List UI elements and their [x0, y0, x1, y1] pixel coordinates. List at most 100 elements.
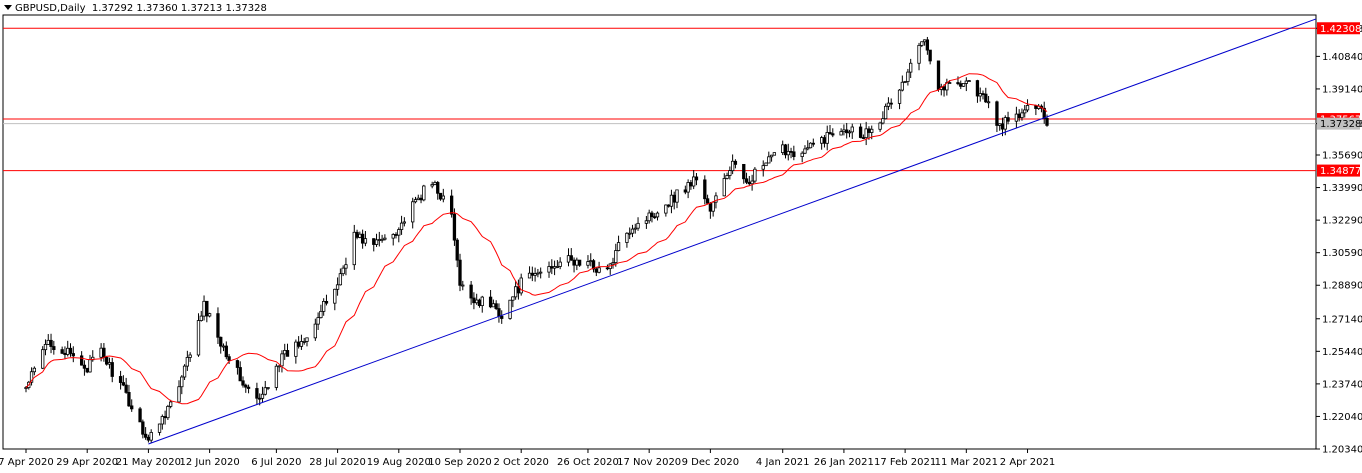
candle-body: [708, 202, 713, 212]
candle-body: [811, 142, 815, 145]
candle-body: [722, 178, 726, 197]
candle-body: [477, 299, 482, 307]
y-tick-label: 1.35690: [1322, 151, 1362, 162]
candle-body: [591, 260, 596, 270]
candle-body: [850, 126, 854, 133]
candle-body: [344, 264, 348, 269]
candle-body: [666, 204, 671, 207]
candle-body: [263, 387, 267, 395]
candles: [24, 36, 1049, 443]
candle-body: [831, 133, 835, 136]
x-tick-label: 4 Jan 2021: [756, 457, 810, 468]
candle-body: [928, 49, 932, 62]
plot-area[interactable]: [2, 14, 1317, 450]
candle-body: [800, 152, 804, 157]
candle-body: [149, 432, 153, 441]
candle-body: [705, 198, 710, 204]
candle-body: [372, 238, 376, 245]
candle-body: [335, 284, 340, 290]
candle-body: [711, 201, 715, 212]
candle-body: [227, 356, 231, 361]
candle-body: [897, 89, 902, 104]
candle-body: [333, 288, 337, 304]
candle-body: [79, 355, 84, 366]
candle-body: [491, 303, 496, 308]
candle-body: [789, 150, 793, 153]
candle-body: [1023, 109, 1027, 114]
candle-body: [146, 436, 151, 441]
candle-body: [255, 388, 259, 399]
current-price-tag: [1317, 117, 1360, 130]
candle-body: [978, 93, 982, 97]
candle-body: [867, 128, 871, 133]
candle-body: [530, 272, 534, 276]
candle-body: [628, 232, 632, 235]
candle-body: [358, 233, 362, 238]
candle-body: [469, 284, 473, 299]
y-tick-label: 1.22040: [1322, 412, 1362, 423]
candle-body: [1017, 113, 1021, 119]
candle-body: [299, 341, 304, 347]
candle-body: [124, 384, 128, 393]
candle-body: [29, 371, 34, 383]
x-tick-label: 12 Jun 2020: [180, 457, 240, 468]
candle-body: [730, 160, 735, 172]
candle-body: [511, 296, 515, 301]
price-tag-label: 1.34877: [1320, 166, 1361, 177]
candle-body: [160, 416, 164, 425]
trendline-line: [148, 18, 1317, 445]
y-tick-label: 1.32290: [1322, 216, 1362, 227]
x-tick-label: 11 Mar 2021: [935, 457, 998, 468]
candle-body: [419, 197, 423, 201]
candle-body: [942, 86, 946, 91]
candle-body: [861, 137, 866, 139]
candle-body: [689, 182, 693, 187]
candle-body: [341, 267, 345, 275]
candle-body: [984, 93, 988, 103]
candle-body: [675, 189, 679, 203]
candle-body: [99, 347, 103, 358]
candle-body: [1006, 117, 1010, 122]
candle-body: [920, 41, 924, 46]
candle-body: [102, 347, 106, 358]
candle-body: [858, 126, 863, 138]
candle-body: [241, 380, 245, 386]
candle-body: [519, 277, 523, 294]
candle-body: [316, 317, 320, 325]
candle-body: [903, 81, 907, 83]
candle-body: [280, 353, 284, 367]
candle-body: [283, 350, 287, 355]
candle-body: [922, 39, 927, 43]
candle-body: [430, 184, 434, 187]
candle-body: [597, 267, 601, 273]
candle-body: [900, 81, 904, 91]
price-tag-label: 1.42308: [1320, 24, 1361, 35]
candle-body: [508, 299, 512, 319]
x-tick-label: 10 Sep 2020: [428, 457, 491, 468]
candle-body: [374, 239, 379, 245]
trendline: [148, 18, 1317, 445]
candle-body: [1003, 117, 1007, 130]
candle-body: [925, 39, 930, 51]
candle-body: [185, 357, 190, 367]
dropdown-triangle-icon[interactable]: [4, 5, 12, 10]
candle-body: [24, 387, 28, 389]
candle-body: [461, 284, 465, 287]
candle-body: [130, 405, 134, 410]
candle-body: [452, 213, 457, 241]
candle-body: [352, 231, 356, 266]
current-price-label: 1.37328: [1320, 119, 1361, 130]
candle-body: [961, 83, 966, 87]
candle-body: [995, 101, 999, 126]
candle-body: [82, 364, 87, 369]
candle-body: [847, 131, 852, 134]
candle-body: [274, 365, 279, 388]
x-tick-label: 9 Dec 2020: [682, 457, 740, 468]
candle-body: [761, 165, 765, 170]
candle-body: [500, 315, 504, 319]
candle-body: [355, 231, 359, 238]
candle-body: [550, 266, 554, 269]
candle-body: [235, 360, 240, 368]
